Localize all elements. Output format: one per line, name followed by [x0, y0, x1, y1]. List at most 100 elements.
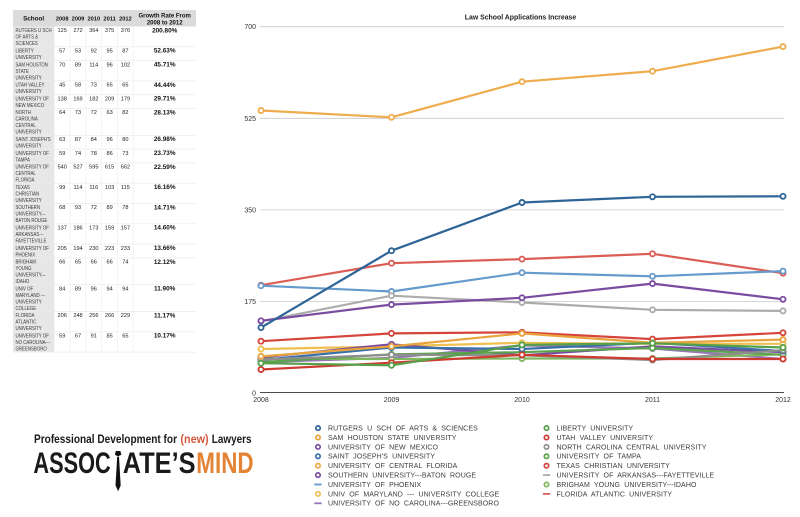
- svg-text:UNIVERSITY OF NO CAROLINA---GR: UNIVERSITY OF NO CAROLINA---GREENSBORO: [328, 501, 499, 508]
- svg-text:159: 159: [105, 225, 114, 231]
- svg-text:GREENSBORO: GREENSBORO: [16, 346, 47, 353]
- svg-text:89: 89: [106, 205, 112, 211]
- svg-text:179: 179: [121, 96, 130, 102]
- svg-text:256: 256: [89, 313, 98, 319]
- svg-text:364: 364: [89, 28, 98, 34]
- svg-text:540: 540: [58, 165, 67, 171]
- svg-text:89: 89: [75, 62, 81, 68]
- svg-text:UNIVERSITY OF: UNIVERSITY OF: [16, 225, 49, 232]
- svg-text:SAINT JOSEPH'S: SAINT JOSEPH'S: [16, 137, 52, 144]
- svg-text:2009: 2009: [72, 16, 85, 22]
- svg-text:SAM HOUSTON: SAM HOUSTON: [16, 62, 49, 69]
- svg-text:22.59%: 22.59%: [154, 164, 176, 171]
- svg-text:157: 157: [121, 225, 130, 231]
- svg-text:2008 to 2012: 2008 to 2012: [147, 20, 183, 26]
- svg-text:80: 80: [122, 137, 128, 143]
- svg-text:UNIVERSITY: UNIVERSITY: [16, 129, 43, 136]
- svg-text:102: 102: [121, 62, 130, 68]
- svg-text:78: 78: [91, 151, 97, 157]
- svg-text:SCIENCES: SCIENCES: [16, 41, 39, 48]
- svg-text:UTAH VALLEY: UTAH VALLEY: [16, 82, 46, 89]
- svg-text:70: 70: [59, 62, 65, 68]
- svg-text:662: 662: [121, 165, 130, 171]
- svg-text:82: 82: [122, 110, 128, 116]
- svg-text:233: 233: [121, 246, 130, 252]
- svg-text:66: 66: [59, 260, 65, 266]
- svg-text:UNIVERSITY OF: UNIVERSITY OF: [16, 333, 49, 340]
- svg-text:114: 114: [89, 62, 98, 68]
- svg-text:700: 700: [244, 24, 256, 31]
- svg-text:182: 182: [89, 96, 98, 102]
- svg-text:114: 114: [74, 185, 83, 191]
- svg-text:103: 103: [105, 185, 114, 191]
- svg-text:138: 138: [58, 96, 67, 102]
- svg-text:74: 74: [75, 151, 81, 157]
- svg-text:Professional Development for: Professional Development for: [34, 432, 177, 446]
- svg-text:272: 272: [73, 28, 82, 34]
- svg-text:78: 78: [122, 205, 128, 211]
- svg-text:84: 84: [59, 286, 65, 292]
- svg-text:375: 375: [105, 28, 114, 34]
- svg-text:72: 72: [91, 205, 97, 211]
- svg-text:248: 248: [73, 313, 82, 319]
- svg-text:59: 59: [59, 333, 65, 339]
- svg-text:59: 59: [59, 151, 65, 157]
- svg-text:137: 137: [58, 225, 67, 231]
- svg-text:UNIVERSITY OF NEW MEXICO: UNIVERSITY OF NEW MEXICO: [328, 444, 439, 451]
- svg-text:UNIVERSITY OF: UNIVERSITY OF: [16, 164, 49, 171]
- svg-text:ASSOC: ASSOC: [33, 447, 110, 480]
- svg-text:FAYETTEVILLE: FAYETTEVILLE: [16, 238, 48, 245]
- svg-text:UNIVERSITY---: UNIVERSITY---: [16, 211, 46, 218]
- svg-text:(new): (new): [180, 432, 208, 446]
- svg-text:FLORIDA: FLORIDA: [16, 313, 35, 320]
- svg-text:UNIVERSITY OF: UNIVERSITY OF: [16, 96, 49, 103]
- svg-text:UNIVERSITY OF CENTRAL FLORIDA: UNIVERSITY OF CENTRAL FLORIDA: [328, 463, 458, 470]
- svg-text:UNIVERSITY OF TAMPA: UNIVERSITY OF TAMPA: [557, 454, 642, 461]
- svg-text:14.71%: 14.71%: [154, 204, 176, 211]
- svg-text:NORTH CAROLINA CENTRAL UNIVERS: NORTH CAROLINA CENTRAL UNIVERSITY: [557, 444, 707, 451]
- svg-text:175: 175: [244, 299, 256, 306]
- svg-text:595: 595: [89, 165, 98, 171]
- svg-text:LIBERTY UNIVERSITY: LIBERTY UNIVERSITY: [557, 426, 634, 433]
- svg-text:2011: 2011: [645, 397, 660, 404]
- svg-text:68: 68: [59, 205, 65, 211]
- svg-text:UNIVERSITY OF: UNIVERSITY OF: [16, 245, 49, 252]
- svg-text:527: 527: [73, 165, 82, 171]
- svg-text:84: 84: [91, 137, 97, 143]
- svg-text:57: 57: [59, 48, 65, 54]
- svg-text:ARKANSAS---: ARKANSAS---: [16, 232, 44, 239]
- svg-text:UNIVERSITY: UNIVERSITY: [16, 55, 43, 62]
- svg-text:87: 87: [75, 137, 81, 143]
- svg-text:UNIVERSITY: UNIVERSITY: [16, 75, 43, 82]
- svg-text:2010: 2010: [514, 397, 530, 404]
- svg-text:67: 67: [75, 333, 81, 339]
- svg-text:91: 91: [91, 333, 97, 339]
- svg-text:MARYLAND ---: MARYLAND ---: [16, 292, 46, 299]
- svg-text:65: 65: [122, 83, 128, 89]
- svg-text:BATON ROUGE: BATON ROUGE: [16, 218, 48, 225]
- svg-text:65: 65: [122, 333, 128, 339]
- svg-text:11.17%: 11.17%: [154, 312, 176, 319]
- svg-text:209: 209: [105, 96, 114, 102]
- svg-text:44.44%: 44.44%: [154, 82, 176, 89]
- svg-text:CHRISTIAN: CHRISTIAN: [16, 191, 40, 198]
- svg-text:NORTH: NORTH: [16, 110, 32, 117]
- svg-text:School: School: [23, 15, 44, 22]
- svg-text:99: 99: [59, 185, 65, 191]
- svg-text:ATLANTIC: ATLANTIC: [16, 319, 37, 326]
- svg-text:TAMPA: TAMPA: [16, 157, 31, 164]
- svg-text:UNIVERSITY: UNIVERSITY: [16, 326, 43, 333]
- svg-text:52.63%: 52.63%: [154, 48, 176, 55]
- svg-text:CAROLINA: CAROLINA: [16, 116, 39, 123]
- svg-text:229: 229: [121, 313, 130, 319]
- svg-text:94: 94: [106, 286, 112, 292]
- svg-text:OF ARTS &: OF ARTS &: [16, 34, 39, 41]
- svg-text:115: 115: [121, 185, 130, 191]
- svg-text:UNIVERSITY OF ARKANSAS---FAYET: UNIVERSITY OF ARKANSAS---FAYETTEVILLE: [557, 473, 715, 480]
- svg-text:Growth Rate From: Growth Rate From: [139, 13, 191, 19]
- svg-text:FLORIDA ATLANTIC UNIVERSITY: FLORIDA ATLANTIC UNIVERSITY: [557, 491, 673, 498]
- svg-text:173: 173: [89, 225, 98, 231]
- svg-text:2008: 2008: [56, 16, 69, 22]
- svg-text:28.13%: 28.13%: [154, 109, 176, 116]
- svg-text:86: 86: [106, 151, 112, 157]
